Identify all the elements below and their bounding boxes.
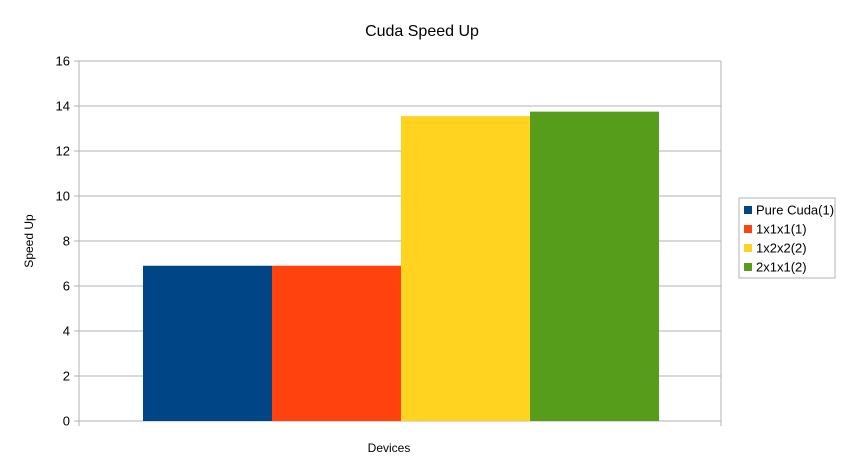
- legend-entry: 1x1x1(1): [756, 222, 807, 237]
- y-tick-label: 2: [63, 369, 70, 384]
- y-axis-label: Speed Up: [22, 214, 36, 268]
- legend-swatch: [744, 263, 752, 271]
- bar-1: [143, 265, 272, 421]
- legend-swatch: [744, 225, 752, 233]
- legend-entry: 2x1x1(2): [756, 260, 807, 275]
- chart-title: Cuda Speed Up: [365, 23, 479, 40]
- x-axis-label: Devices: [368, 441, 411, 455]
- legend-entry: 1x2x2(2): [756, 241, 807, 256]
- legend-swatch: [744, 206, 752, 214]
- legend-entry: Pure Cuda(1): [756, 203, 834, 218]
- y-tick-label: 14: [56, 99, 70, 114]
- y-tick-label: 6: [63, 279, 70, 294]
- legend-swatch: [744, 244, 752, 252]
- y-tick-label: 12: [56, 144, 70, 159]
- plot-area: 0 2 4 6 8 10 12 14 16: [56, 54, 722, 429]
- y-tick-label: 4: [63, 324, 70, 339]
- bar-3: [401, 116, 530, 421]
- bar-4: [530, 111, 659, 421]
- y-tick-label: 16: [56, 54, 70, 69]
- legend-box: [738, 197, 836, 279]
- y-tick-label: 10: [56, 189, 70, 204]
- bar-2: [272, 265, 401, 421]
- y-tick-label: 0: [63, 414, 70, 429]
- legend: Pure Cuda(1) 1x1x1(1) 1x2x2(2) 2x1x1(2): [738, 197, 836, 279]
- y-tick-label: 8: [63, 234, 70, 249]
